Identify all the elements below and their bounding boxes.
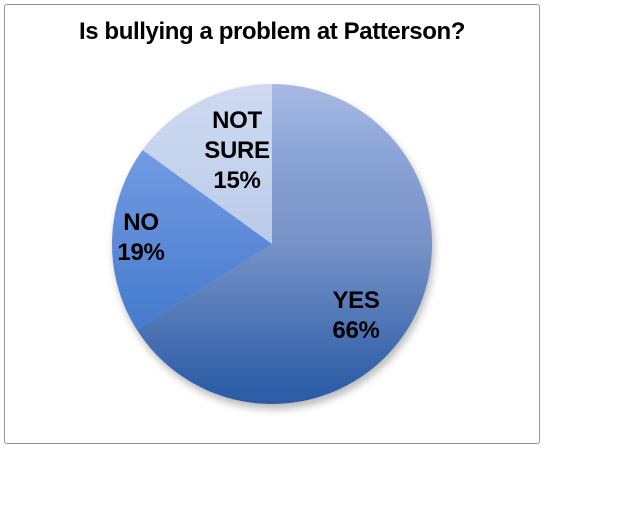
- chart-area: Is bullying a problem at Patterson? NOT …: [4, 4, 540, 444]
- pie-slice-no: [112, 149, 273, 330]
- pie-chart: [112, 84, 433, 404]
- slice-label-no: NO 19%: [95, 208, 187, 268]
- slice-label-text: NO: [123, 209, 159, 236]
- slice-label-not-sure: NOT SURE 15%: [191, 106, 283, 196]
- pie-slice-yes: [136, 84, 433, 404]
- slice-label-text: YES: [332, 287, 380, 314]
- slice-label-pct: 19%: [117, 239, 165, 266]
- slice-label-text: NOT SURE: [204, 107, 270, 164]
- chart-title: Is bullying a problem at Patterson?: [78, 18, 466, 45]
- slice-label-yes: YES 66%: [310, 286, 402, 346]
- pie-slice-not_sure: [142, 84, 272, 244]
- slice-label-pct: 66%: [332, 317, 380, 344]
- slice-label-pct: 15%: [213, 167, 261, 194]
